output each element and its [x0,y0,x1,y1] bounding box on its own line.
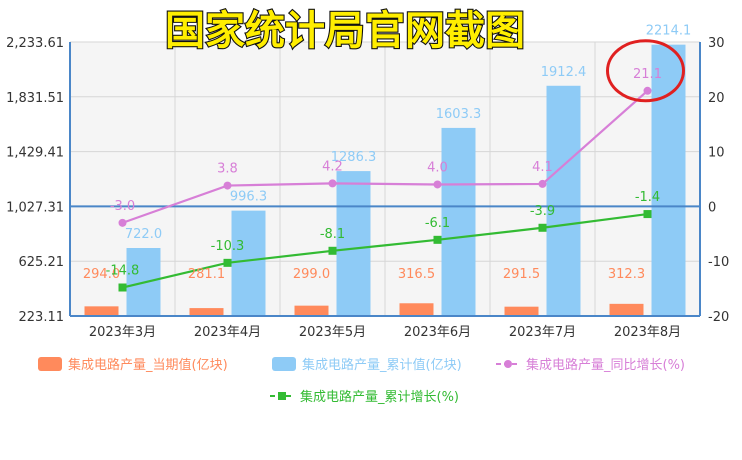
cumulative-growth-point [328,246,337,255]
bars-cumulative-value [126,44,686,317]
label-cumulative-growth: -10.3 [211,239,245,254]
label-cumulative: 722.0 [125,227,162,242]
legend-label: 集成电路产量_累计值(亿块) [302,357,462,373]
highlight-circle [606,39,685,103]
label-current: 294.0 [83,267,120,282]
cumulative-growth-point [538,223,547,232]
legend-swatch-marker [504,360,512,368]
bar-current [294,305,329,316]
right-tick-label: -20 [708,310,729,325]
yoy-growth-point [223,181,232,190]
legend-swatch [272,357,296,371]
label-current: 299.0 [293,267,330,282]
bar-cumulative [336,171,371,316]
label-cumulative-growth: -6.1 [425,216,450,231]
legend-label: 集成电路产量_累计增长(%) [300,389,459,405]
left-tick-label: 1,831.51 [6,91,64,106]
bar-cumulative [546,85,581,317]
highlight-ellipse [606,39,685,103]
right-tick-label: -10 [708,255,729,270]
label-cumulative-growth: -3.9 [530,204,555,219]
label-yoy-growth: 21.1 [633,67,662,82]
label-cumulative: 996.3 [230,190,267,205]
yoy-growth-point [118,218,127,227]
yoy-growth-point [643,86,652,95]
bar-current [84,306,119,316]
bar-cumulative [651,44,686,317]
bar-cumulative [441,127,476,316]
right-tick-label: 10 [708,146,725,161]
label-cumulative-growth: -14.8 [106,264,140,279]
legend-item: 集成电路产量_同比增长(%) [496,357,685,373]
label-cumulative: 1912.4 [541,65,587,80]
legend-item: 集成电路产量_累计增长(%) [270,389,459,405]
legend-item: 集成电路产量_当期值(亿块) [38,357,228,373]
cumulative-growth-point [643,210,652,219]
category-label: 2023年3月 [89,325,156,340]
data-labels: 294.0 281.1 299.0 316.5 291.5 312.3 722.0 996.3… [83,24,691,282]
category-label: 2023年8月 [614,325,681,340]
legend-swatch [38,357,62,371]
cumulative-growth-point [433,235,442,244]
bar-current [609,303,644,316]
label-current: 281.1 [188,267,225,282]
label-yoy-growth: 4.1 [532,160,553,175]
legend-label: 集成电路产量_当期值(亿块) [68,357,228,373]
bars-current-value [84,303,644,316]
label-cumulative: 1603.3 [436,107,482,122]
right-tick-label: 20 [708,91,725,106]
category-label: 2023年5月 [299,325,366,340]
label-current: 316.5 [398,267,435,282]
cumulative-growth-line [122,212,648,289]
bar-current [399,303,434,316]
label-yoy-growth: 4.0 [427,160,448,175]
label-current: 291.5 [503,267,540,282]
category-label: 2023年6月 [404,325,471,340]
legend-item: 集成电路产量_累计值(亿块) [272,357,462,373]
left-tick-label: 2,233.61 [6,36,64,51]
legend-label: 集成电路产量_同比增长(%) [526,357,685,373]
bar-cumulative [231,210,266,316]
category-label: 2023年4月 [194,325,261,340]
label-cumulative-growth: -1.4 [635,190,660,205]
yoy-growth-line [122,89,649,224]
bar-current [189,308,224,316]
right-tick-label: 0 [708,200,716,215]
grid-lines [69,41,701,317]
left-tick-label: 1,429.41 [6,146,64,161]
tick-labels: 2,233.61 1,831.51 1,429.41 1,027.31 625.21 22… [6,36,729,340]
axes [69,42,701,317]
yoy-growth-point [328,179,337,188]
label-yoy-growth: 3.8 [217,162,238,177]
label-cumulative: 2214.1 [646,24,692,39]
label-cumulative-growth: -8.1 [320,227,345,242]
left-tick-label: 1,027.31 [6,200,64,215]
yoy-growth-point [433,180,442,189]
bar-current [504,306,539,316]
right-tick-label: 30 [708,36,725,51]
category-label: 2023年7月 [509,325,576,340]
line-series [118,86,652,292]
banner-title: 国家统计局官网截图 [165,8,525,54]
label-current: 312.3 [608,267,645,282]
cumulative-growth-point [118,283,127,292]
label-yoy-growth: 4.2 [322,159,343,174]
label-yoy-growth: -3.0 [110,199,135,214]
left-tick-label: 223.11 [19,310,65,325]
label-cumulative: 1286.3 [331,150,377,165]
cumulative-growth-point [223,258,232,267]
legend-swatch-marker [278,392,286,400]
left-tick-label: 625.21 [19,255,65,270]
legend: 集成电路产量_当期值(亿块) 集成电路产量_累计值(亿块) 集成电路产量_同比增长(… [38,357,685,405]
yoy-growth-point [538,179,547,188]
